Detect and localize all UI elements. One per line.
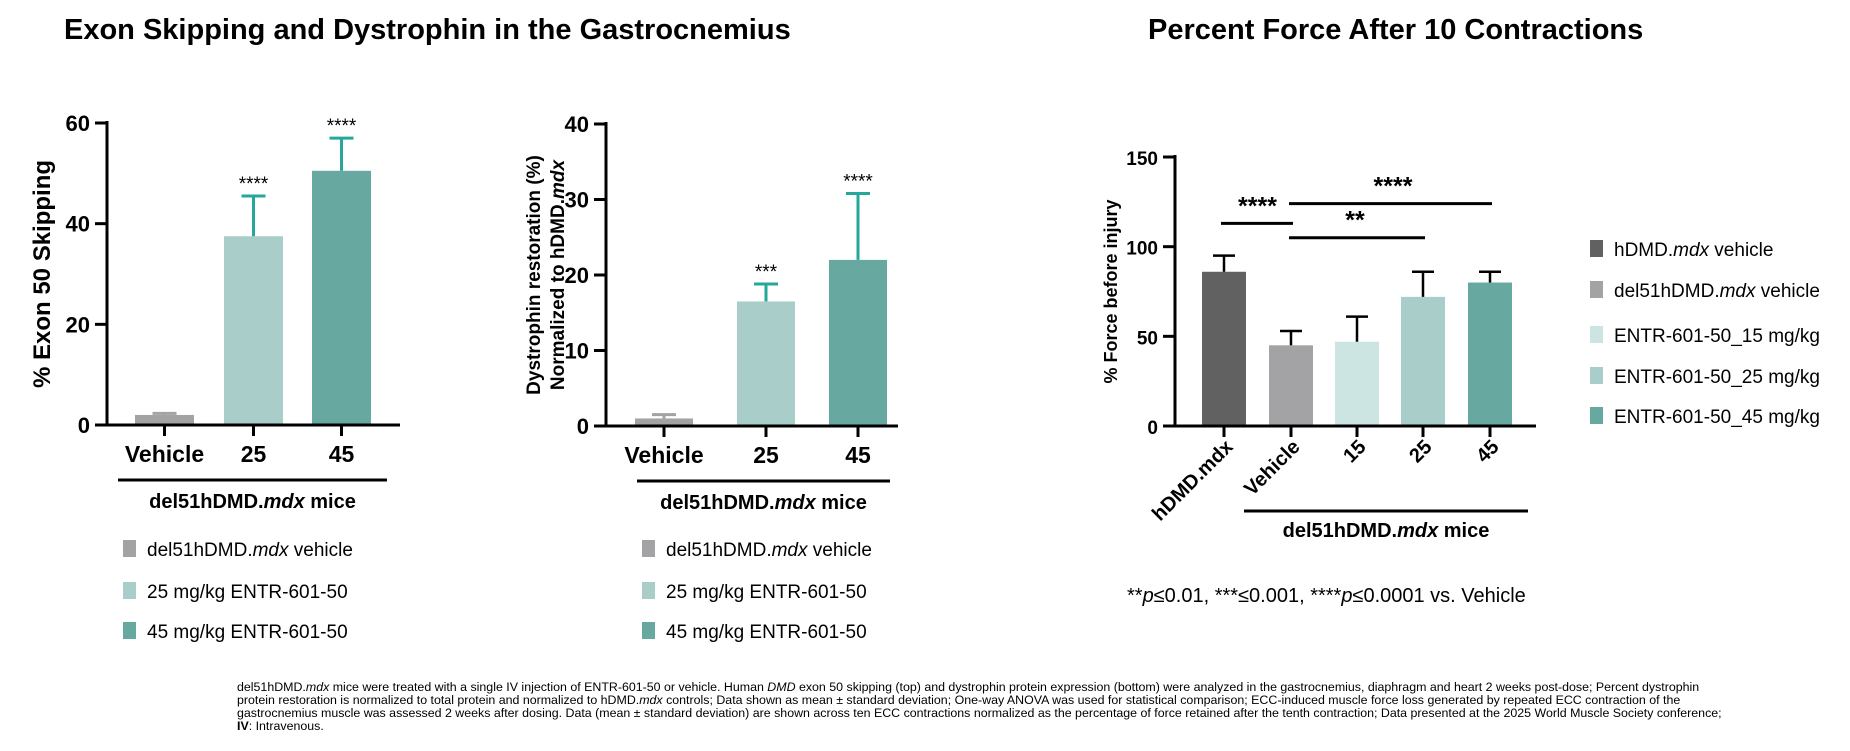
chart1-legend-swatch-1 xyxy=(123,582,136,599)
footnote-em-1: mdx xyxy=(305,680,330,694)
chart3-ytick-label-1: 50 xyxy=(1137,328,1158,349)
chart3-legend-swatch-0 xyxy=(1590,240,1603,257)
chart3-category-label-4: 45 xyxy=(1472,436,1503,467)
chart3-bar-4 xyxy=(1468,282,1512,426)
chart1-legend-label-2: 45 mg/kg ENTR-601-50 xyxy=(147,622,348,643)
chart3-legend-swatch-3 xyxy=(1590,367,1603,384)
chart3-legend-swatch-2 xyxy=(1590,326,1603,343)
chart3-ytick-label-0: 0 xyxy=(1147,418,1158,439)
footnote: del51hDMD.mdx mice were treated with a s… xyxy=(237,681,1727,733)
chart2-ytick-label-3: 30 xyxy=(565,188,589,213)
chart2-ylabel-line1: Dystrophin restoration (%) xyxy=(524,155,545,395)
chart1-category-label-2: 45 xyxy=(329,441,355,467)
chart2-category-label-0: Vehicle xyxy=(624,442,703,468)
chart1-significance-1: **** xyxy=(239,174,269,195)
chart3-bracket-label-0: **** xyxy=(1238,192,1277,220)
chart1-legend-swatch-0 xyxy=(123,540,136,557)
chart1-legend-label-0: del51hDMD.mdx vehicle xyxy=(147,540,353,561)
chart2-legend-swatch-0 xyxy=(642,540,655,557)
chart2-ytick-label-0: 0 xyxy=(577,414,589,439)
sig-part-3: ≤0.0001 vs. Vehicle xyxy=(1352,585,1526,607)
chart2-ytick-label-2: 20 xyxy=(565,263,589,288)
chart3-ytick-label-2: 100 xyxy=(1126,239,1158,260)
chart2-ytick-label-4: 40 xyxy=(565,112,589,137)
chart2-legend-label-0: del51hDMD.mdx vehicle xyxy=(666,540,872,561)
chart3-category-label-3: 25 xyxy=(1405,436,1436,467)
chart3-group-label: del51hDMD.mdx mice xyxy=(1283,520,1490,542)
chart3-legend-label-3: ENTR-601-50_25 mg/kg xyxy=(1614,367,1820,388)
chart1-group-label: del51hDMD.mdx mice xyxy=(149,491,356,513)
chart3-category-label-2: 15 xyxy=(1339,436,1370,467)
footnote-em-2: DMD xyxy=(767,680,796,694)
sig-p-2: p xyxy=(1341,585,1353,607)
chart3-bracket-label-1: **** xyxy=(1374,173,1413,201)
chart1-legend-label-1: 25 mg/kg ENTR-601-50 xyxy=(147,582,348,603)
chart2-category-label-1: 25 xyxy=(753,442,779,468)
chart3-bar-3 xyxy=(1401,296,1445,426)
chart1-ytick-label-0: 0 xyxy=(78,413,90,438)
chart3-legend-label-1: del51hDMD.mdx vehicle xyxy=(1614,281,1820,302)
chart1-significance-2: **** xyxy=(327,116,357,137)
footnote-text-3: exon 50 skipping (top) and dystrophin pr… xyxy=(237,680,1700,707)
chart2-legend-swatch-2 xyxy=(642,622,655,639)
chart3-legend-swatch-4 xyxy=(1590,407,1603,424)
chart3-bar-2 xyxy=(1335,341,1379,426)
sig-part-2: ≤0.01, ***≤0.001, **** xyxy=(1153,585,1342,607)
chart2-ytick-label-1: 10 xyxy=(565,339,589,364)
chart1-ylabel: % Exon 50 Skipping xyxy=(29,160,56,388)
chart2-legend-label-1: 25 mg/kg ENTR-601-50 xyxy=(666,582,867,603)
chart3-legend-label-4: ENTR-601-50_45 mg/kg xyxy=(1614,407,1820,428)
chart1-category-label-0: Vehicle xyxy=(125,441,204,467)
chart2-bar-2 xyxy=(829,259,887,426)
chart3-bracket-label-2: ** xyxy=(1345,207,1365,235)
chart3-category-label-0: hDMD.mdx xyxy=(1148,436,1237,525)
footnote-text-4: controls; Data shown as mean ± standard … xyxy=(237,693,1722,720)
footnote-text-5: : Intravenous. xyxy=(248,719,324,733)
chart1-ytick-label-2: 40 xyxy=(66,212,90,237)
sig-p-1: p xyxy=(1142,585,1154,607)
chart2-legend-label-2: 45 mg/kg ENTR-601-50 xyxy=(666,622,867,643)
significance-note: **p≤0.01, ***≤0.001, ****p≤0.0001 vs. Ve… xyxy=(1127,585,1526,608)
chart1-bar-2 xyxy=(312,170,371,425)
chart2-bar-0 xyxy=(635,418,693,426)
chart3-legend-swatch-1 xyxy=(1590,281,1603,298)
chart3-legend-label-0: hDMD.mdx vehicle xyxy=(1614,240,1773,261)
chart2-group-label: del51hDMD.mdx mice xyxy=(660,492,867,514)
chart3-legend-label-2: ENTR-601-50_15 mg/kg xyxy=(1614,326,1820,347)
chart1-legend-swatch-2 xyxy=(123,622,136,639)
chart3-bar-0 xyxy=(1202,271,1246,426)
footnote-bold-iv: IV xyxy=(237,719,249,733)
right-title: Percent Force After 10 Contractions xyxy=(1148,14,1644,46)
chart2-bar-1 xyxy=(737,301,795,426)
left-title: Exon Skipping and Dystrophin in the Gast… xyxy=(64,14,791,46)
chart1-ytick-label-3: 60 xyxy=(66,111,90,136)
chart2-legend-swatch-1 xyxy=(642,582,655,599)
chart3-ytick-label-3: 150 xyxy=(1126,149,1158,170)
footnote-text-1: del51hDMD. xyxy=(237,680,306,694)
chart1-ytick-label-1: 20 xyxy=(66,312,90,337)
chart2-ylabel-line2: Normalized to hDMD.mdx xyxy=(548,159,569,391)
chart2-significance-1: *** xyxy=(755,262,778,283)
sig-part-1: ** xyxy=(1127,585,1143,607)
chart3-category-label-1: Vehicle xyxy=(1240,436,1304,500)
chart2-category-label-2: 45 xyxy=(845,442,871,468)
chart1-bar-0 xyxy=(135,414,194,425)
footnote-text-2: mice were treated with a single IV injec… xyxy=(329,680,768,694)
chart3-ylabel: % Force before injury xyxy=(1101,199,1121,383)
chart3-bar-1 xyxy=(1269,345,1313,426)
chart2-significance-2: **** xyxy=(843,171,873,192)
chart1-category-label-1: 25 xyxy=(241,441,267,467)
footnote-em-3: mdx xyxy=(639,693,663,707)
chart1-bar-1 xyxy=(224,236,283,425)
